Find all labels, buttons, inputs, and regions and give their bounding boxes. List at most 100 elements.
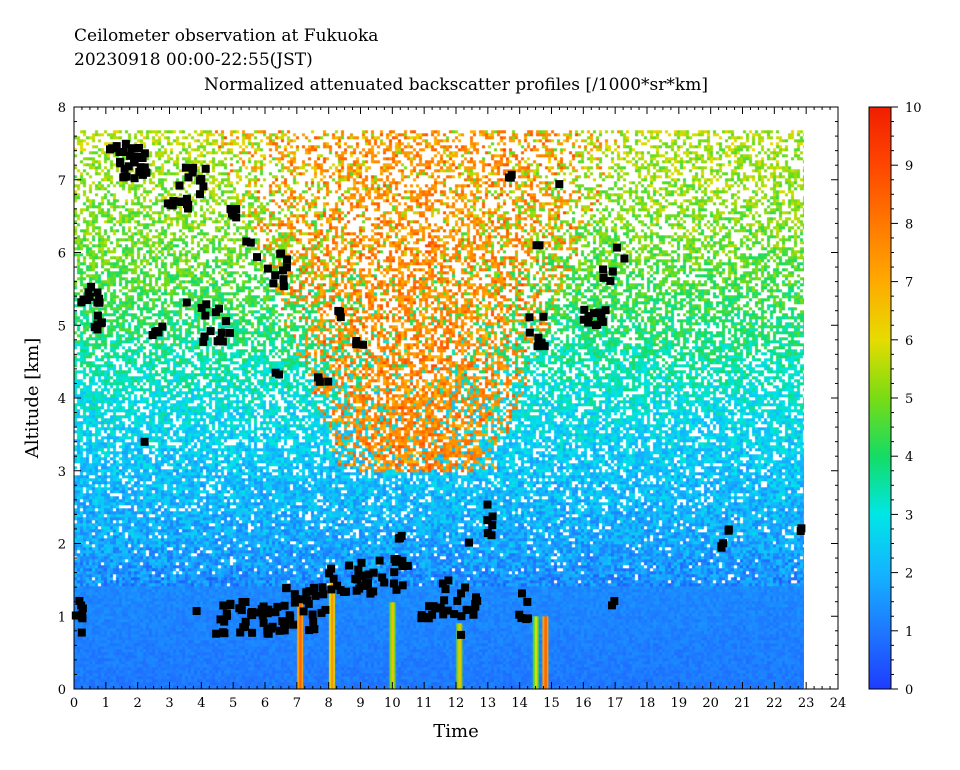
cloud-base-marker [309, 584, 318, 592]
cloud-base-marker [140, 437, 149, 446]
cloud-base-marker [120, 164, 129, 173]
x-tick-label: 11 [416, 696, 433, 711]
cloud-base-marker [248, 628, 257, 637]
cloud-base-marker [422, 612, 431, 621]
cloud-base-marker [273, 602, 282, 611]
cloud-base-marker [315, 377, 324, 386]
cloud-base-marker [286, 613, 295, 622]
cloud-base-marker [441, 585, 450, 594]
cloud-base-marker [269, 279, 278, 288]
cloud-base-marker [601, 306, 610, 315]
cloud-base-marker [201, 164, 210, 173]
cloud-base-marker [182, 298, 191, 307]
cloud-base-marker [517, 614, 526, 623]
cloud-base-marker [241, 622, 249, 631]
cloud-base-marker [277, 249, 286, 258]
cloud-base-marker [608, 267, 617, 276]
cloud-base-marker [263, 609, 272, 618]
cloud-base-marker [126, 151, 135, 160]
cloud-base-marker [327, 564, 336, 573]
cloud-base-marker [428, 610, 437, 619]
x-tick-label: 9 [356, 696, 364, 711]
cloud-base-marker [334, 306, 343, 315]
cloud-base-marker [457, 589, 465, 598]
cloud-base-marker [119, 148, 128, 156]
cloud-base-marker [280, 623, 289, 632]
x-tick-label: 20 [702, 696, 719, 711]
cloud-base-marker [488, 521, 497, 530]
cloud-base-marker [314, 373, 322, 382]
cloud-base-marker [201, 311, 210, 320]
cloud-base-marker [425, 602, 434, 611]
cloud-base-marker [352, 337, 361, 345]
cloud-base-marker [93, 288, 102, 297]
cloud-base-marker [93, 320, 102, 329]
cloud-base-marker [579, 315, 588, 324]
cloud-base-marker [417, 614, 426, 623]
cloud-base-marker [580, 305, 589, 314]
cloud-base-marker [390, 568, 399, 577]
y-axis-label: Altitude [km] [22, 338, 43, 460]
colorbar-tick-label: 7 [905, 276, 913, 291]
cloud-base-marker [403, 561, 412, 570]
colorbar-tick-label: 0 [905, 683, 913, 698]
cloud-base-marker [518, 589, 526, 598]
cloud-base-marker [436, 603, 445, 612]
cloud-base-marker [181, 163, 190, 172]
cloud-base-marker [178, 198, 186, 206]
cloud-base-marker [115, 148, 124, 156]
cloud-base-marker [258, 611, 267, 620]
cloud-base-marker [366, 589, 375, 598]
x-tick-label: 8 [325, 696, 333, 711]
cloud-base-marker [225, 328, 234, 337]
cloud-base-marker [259, 602, 268, 611]
cloud-base-marker [253, 608, 262, 617]
cloud-base-marker [392, 555, 401, 564]
cloud-base-marker [540, 342, 549, 351]
cloud-base-marker [539, 312, 548, 321]
cloud-base-marker [483, 516, 492, 525]
cloud-base-marker [584, 312, 593, 321]
colorbar-tick-label: 4 [905, 450, 913, 465]
cloud-base-marker [212, 629, 221, 638]
cloud-base-marker [140, 149, 149, 158]
cloud-base-marker [271, 271, 280, 280]
cloud-base-marker [471, 602, 480, 611]
y-tick-label: 7 [58, 174, 66, 189]
cloud-base-marker [310, 625, 319, 634]
x-tick-label: 14 [511, 696, 528, 711]
cloud-base-marker [462, 605, 471, 614]
header-date-line: 20230918 00:00-22:55(JST) [74, 50, 313, 70]
cloud-base-marker [461, 583, 469, 592]
cloud-base-marker [112, 142, 121, 151]
cloud-base-marker [199, 182, 208, 191]
cloud-base-marker [429, 602, 438, 611]
x-tick-label: 24 [830, 696, 847, 711]
cloud-base-marker [279, 275, 288, 284]
cloud-base-marker [189, 163, 198, 172]
x-tick-label: 21 [734, 696, 751, 711]
cloud-base-marker [599, 265, 608, 274]
backscatter-heatmap [74, 130, 804, 690]
cloud-base-marker [329, 574, 338, 583]
cloud-base-marker [357, 571, 366, 580]
cloud-base-marker [608, 601, 616, 610]
cloud-base-marker [220, 629, 229, 638]
cloud-base-marker [506, 173, 515, 182]
y-tick-label: 0 [58, 683, 66, 698]
cloud-base-marker [534, 333, 543, 342]
x-tick-label: 16 [575, 696, 592, 711]
cloud-base-marker [319, 590, 328, 599]
y-tick-label: 6 [58, 247, 66, 262]
cloud-base-marker [369, 568, 378, 577]
cloud-base-marker [345, 561, 354, 570]
x-tick-label: 22 [766, 696, 783, 711]
cloud-base-marker [282, 263, 291, 272]
cloud-base-marker [127, 144, 136, 153]
cloud-base-marker [200, 332, 209, 341]
cloud-base-marker [275, 626, 284, 635]
colorbar-tick-label: 3 [905, 508, 913, 523]
cloud-base-marker [439, 610, 448, 619]
cloud-base-marker [220, 617, 229, 626]
cloud-base-marker [199, 337, 208, 346]
